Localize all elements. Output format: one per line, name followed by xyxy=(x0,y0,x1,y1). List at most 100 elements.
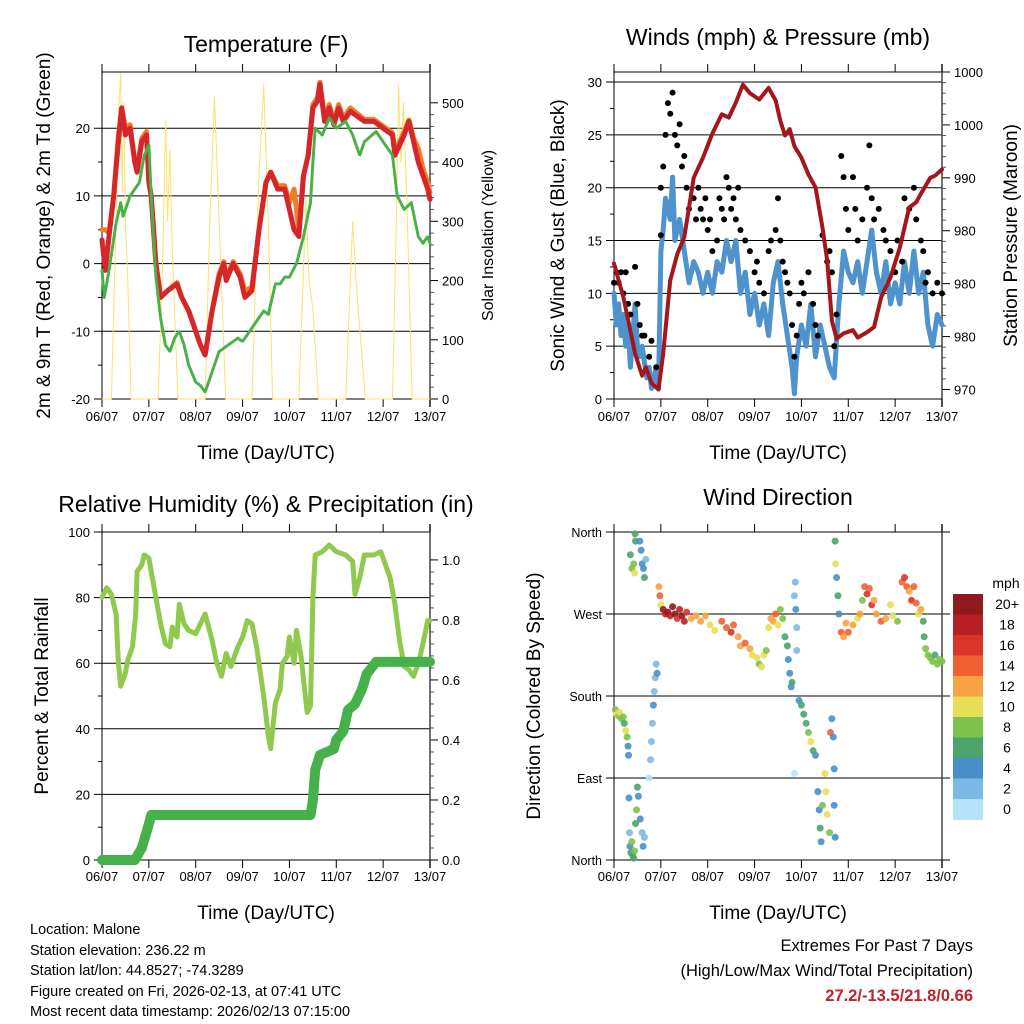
y-tick-label: East xyxy=(577,772,603,786)
wind-direction-point xyxy=(779,615,787,623)
wind-direction-point xyxy=(858,596,866,604)
wind-direction-point xyxy=(832,560,840,568)
gust-point xyxy=(697,205,704,212)
y2-axis-label: Solar Insolation (Yellow) xyxy=(480,150,497,321)
wind-direction-point xyxy=(893,617,901,625)
elevation-text: Station elevation: 236.22 m xyxy=(30,942,206,959)
x-tick-label: 12/07 xyxy=(879,869,912,884)
x-tick-label: 06/07 xyxy=(86,869,119,884)
gust-point xyxy=(924,269,931,276)
gust-point xyxy=(721,216,728,223)
wind-direction-point xyxy=(910,583,918,591)
x-tick-label: 06/07 xyxy=(598,869,631,884)
gust-point xyxy=(866,142,873,149)
wind-direction-point xyxy=(830,801,838,809)
wind-direction-point xyxy=(889,612,897,620)
y-tick-label: 10 xyxy=(588,286,602,301)
gust-point xyxy=(920,248,927,255)
wind-direction-chart: Wind Direction Time (Day/UTC) Direction (C… xyxy=(524,484,1020,924)
gust-point xyxy=(634,300,641,307)
wind-direction-point xyxy=(656,592,664,600)
wind-direction-point xyxy=(634,792,642,800)
y-tick-label: 25 xyxy=(588,128,602,143)
wind-direction-point xyxy=(816,824,824,832)
gust-point xyxy=(653,364,660,371)
gust-point xyxy=(678,163,685,170)
wind-direction-point xyxy=(912,599,920,607)
wind-direction-point xyxy=(636,815,644,823)
wind-direction-point xyxy=(622,727,630,735)
x-tick-label: 10/07 xyxy=(785,409,818,424)
speed-colorbar: mph 20+ 18 16 14 12 10 8 6 4 2 0 xyxy=(953,575,1020,820)
gust-point xyxy=(922,279,929,286)
2m-td-line xyxy=(100,116,432,394)
gust-point xyxy=(756,279,763,286)
y2-tick-label: 1.0 xyxy=(442,553,460,568)
extremes-values: 27.2/-13.5/21.8/0.66 xyxy=(825,987,973,1005)
wind-direction-point xyxy=(917,605,925,613)
wind-direction-point xyxy=(856,610,864,618)
x-tick-label: 10/07 xyxy=(785,869,818,884)
gust-point xyxy=(664,100,671,107)
wind-direction-point xyxy=(680,617,688,625)
y2-tick-label: 1000 xyxy=(954,118,983,133)
x-axis-label: Time (Day/UTC) xyxy=(709,443,847,464)
x-tick-label: 08/07 xyxy=(691,409,724,424)
y2-tick-label: 0.4 xyxy=(442,733,460,748)
x-tick-label: 09/07 xyxy=(226,869,259,884)
x-tick-label: 08/07 xyxy=(179,409,212,424)
wind-direction-point xyxy=(626,551,634,559)
wind-direction-point xyxy=(826,829,834,837)
colorbar-swatch xyxy=(953,676,983,697)
gust-point xyxy=(669,89,676,96)
gust-point xyxy=(718,205,725,212)
y2-tick-label: 300 xyxy=(442,214,464,229)
wind-direction-point xyxy=(741,639,749,647)
wind-direction-point xyxy=(920,633,928,641)
gust-point xyxy=(852,205,859,212)
gust-point xyxy=(887,248,894,255)
wind-direction-point xyxy=(821,769,829,777)
gust-point xyxy=(765,248,772,255)
x-tick-label: 08/07 xyxy=(691,869,724,884)
colorbar-label: 0 xyxy=(1003,801,1011,817)
plot-area xyxy=(97,542,435,865)
colorbar-label: 2 xyxy=(1003,781,1011,797)
y-tick-label: 20 xyxy=(588,181,602,196)
gust-point xyxy=(700,216,707,223)
y-axis-label: Sonic Wind & Gust (Blue, Black) xyxy=(548,99,569,371)
colorbar-swatch xyxy=(953,778,983,800)
y2-tick-label: 0.6 xyxy=(442,673,460,688)
x-tick-label: 07/07 xyxy=(645,409,678,424)
wind-direction-point xyxy=(632,806,640,814)
wind-direction-point xyxy=(829,733,837,741)
y-tick-label: 15 xyxy=(588,234,602,249)
gust-point xyxy=(648,337,655,344)
temperature-chart: Temperature (F) Time (Day/UTC) 2m & 9m T (… xyxy=(34,31,497,464)
gust-point xyxy=(709,248,716,255)
x-tick-label: 12/07 xyxy=(879,409,912,424)
wind-direction-point xyxy=(828,715,836,723)
gust-point xyxy=(636,322,643,329)
wind-direction-point xyxy=(870,596,878,604)
colorbar-title: mph xyxy=(992,575,1019,591)
y-tick-label: 0 xyxy=(595,392,602,407)
colorbar-swatch xyxy=(953,655,983,677)
wind-direction-point xyxy=(797,701,805,709)
wind-direction-point xyxy=(790,769,798,777)
gust-point xyxy=(814,332,821,339)
wind-direction-point xyxy=(774,621,782,629)
gust-point xyxy=(810,300,817,307)
gust-point xyxy=(798,279,805,286)
x-tick-label: 06/07 xyxy=(86,409,119,424)
wind-direction-point xyxy=(642,555,650,563)
colorbar-swatch xyxy=(953,594,983,615)
x-tick-label: 12/07 xyxy=(367,409,400,424)
extremes-subtitle: (High/Low/Max Wind/Total Precipitation) xyxy=(680,962,973,980)
relative-humidity-line xyxy=(99,542,433,751)
gust-point xyxy=(662,131,669,138)
gust-point xyxy=(767,237,774,244)
wind-direction-point xyxy=(631,569,639,577)
wind-direction-point xyxy=(762,646,770,654)
x-axis-label: Time (Day/UTC) xyxy=(709,903,847,924)
